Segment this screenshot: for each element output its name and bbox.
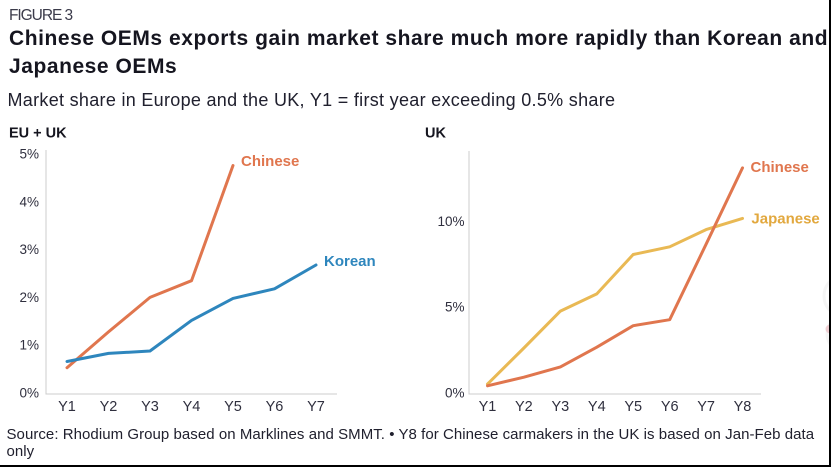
svg-text:Y3: Y3	[552, 399, 570, 415]
svg-text:1%: 1%	[19, 338, 39, 353]
svg-text:Y6: Y6	[266, 399, 284, 415]
svg-text:Y7: Y7	[697, 399, 715, 415]
svg-text:Chinese: Chinese	[241, 153, 299, 170]
svg-text:Y5: Y5	[624, 399, 642, 415]
svg-text:Y7: Y7	[307, 399, 325, 415]
svg-text:10%: 10%	[437, 214, 464, 229]
svg-text:Y2: Y2	[100, 399, 118, 415]
svg-text:0%: 0%	[445, 386, 465, 401]
svg-text:Y2: Y2	[515, 399, 533, 415]
svg-text:Y1: Y1	[58, 399, 76, 415]
svg-text:Y6: Y6	[661, 399, 679, 415]
svg-text:Chinese: Chinese	[751, 159, 809, 176]
svg-text:Y1: Y1	[479, 399, 497, 415]
svg-text:Y5: Y5	[224, 399, 242, 415]
svg-text:Y8: Y8	[734, 399, 752, 415]
svg-text:UK: UK	[425, 126, 446, 142]
svg-text:Y4: Y4	[183, 399, 201, 415]
svg-text:Y4: Y4	[588, 399, 606, 415]
svg-text:Y3: Y3	[141, 399, 159, 415]
svg-text:EU + UK: EU + UK	[9, 126, 67, 142]
svg-text:5%: 5%	[445, 300, 465, 315]
svg-text:4%: 4%	[19, 194, 39, 209]
svg-text:2%: 2%	[19, 290, 39, 305]
svg-text:Japanese: Japanese	[751, 211, 819, 228]
svg-text:5%: 5%	[19, 147, 39, 162]
svg-text:Korean: Korean	[324, 253, 376, 270]
svg-text:0%: 0%	[19, 386, 39, 401]
svg-text:3%: 3%	[19, 242, 39, 257]
